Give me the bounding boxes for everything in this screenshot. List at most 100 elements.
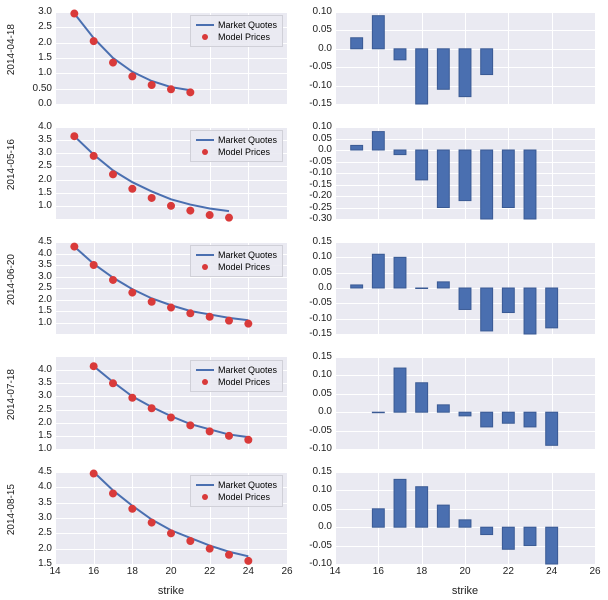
ytick-label: 0.0 — [302, 406, 332, 417]
residual-bar — [481, 412, 493, 427]
residual-bar — [481, 288, 493, 331]
legend-dot-icon — [202, 494, 208, 500]
residual-bar — [459, 520, 471, 527]
plot-area — [335, 127, 595, 219]
model-price-dot — [244, 557, 252, 565]
legend-label: Market Quotes — [218, 20, 277, 30]
xtick-label: 24 — [240, 566, 256, 577]
grid-horizontal — [335, 219, 595, 220]
legend-dot-icon — [202, 379, 208, 385]
legend-label: Model Prices — [218, 262, 270, 272]
xtick-label: 22 — [202, 566, 218, 577]
ytick-label: 2.0 — [22, 294, 52, 305]
ytick-label: 0.0 — [302, 43, 332, 54]
grid-horizontal — [55, 449, 287, 450]
grid-vertical — [287, 242, 288, 334]
residual-bar — [459, 150, 471, 201]
plot-area — [335, 472, 595, 564]
model-price-dot — [128, 72, 136, 80]
ytick-label: -0.05 — [302, 297, 332, 308]
residual-bar — [351, 145, 363, 150]
row-ylabel: 2014-06-20 — [6, 254, 17, 305]
ytick-label: 4.0 — [22, 481, 52, 492]
legend-entry: Model Prices — [196, 31, 277, 43]
legend-dot-icon — [202, 264, 208, 270]
ytick-label: 0.15 — [302, 236, 332, 247]
legend-label: Model Prices — [218, 32, 270, 42]
residual-bar — [502, 527, 514, 549]
panel-right: -0.15-0.10-0.050.00.050.10 — [335, 8, 595, 118]
grid-horizontal — [55, 564, 287, 565]
xaxis-label: strike — [55, 585, 287, 597]
legend-entry: Market Quotes — [196, 249, 277, 261]
ytick-label: 3.0 — [22, 147, 52, 158]
legend: Market Quotes Model Prices — [190, 15, 283, 47]
ytick-label: 3.5 — [22, 377, 52, 388]
legend-entry: Model Prices — [196, 491, 277, 503]
legend-line-icon — [196, 484, 214, 486]
ytick-label: -0.25 — [302, 202, 332, 213]
grid-vertical — [595, 472, 596, 564]
residual-bar — [524, 527, 536, 545]
ytick-label: 4.0 — [22, 364, 52, 375]
model-price-dot — [167, 202, 175, 210]
model-price-dot — [148, 298, 156, 306]
ytick-label: 0.0 — [302, 144, 332, 155]
legend: Market QuotesModel Prices — [190, 245, 283, 277]
ytick-label: 3.0 — [22, 390, 52, 401]
model-price-dot — [186, 537, 194, 545]
legend: Market QuotesModel Prices — [190, 360, 283, 392]
model-price-dot — [128, 505, 136, 513]
model-price-dot — [109, 276, 117, 284]
ytick-label: 1.0 — [22, 200, 52, 211]
residual-bar — [372, 132, 384, 150]
legend-label: Model Prices — [218, 377, 270, 387]
legend-dot-icon — [202, 149, 208, 155]
residual-bar — [546, 412, 558, 445]
legend-entry: Market Quotes — [196, 364, 277, 376]
residual-bar — [459, 412, 471, 416]
residual-bar — [416, 487, 428, 527]
model-price-dot — [186, 309, 194, 317]
legend-label: Model Prices — [218, 492, 270, 502]
model-price-dot — [70, 132, 78, 140]
model-price-dot — [148, 519, 156, 527]
legend-label: Market Quotes — [218, 480, 277, 490]
row-ylabel: 2014-07-18 — [6, 369, 17, 420]
ytick-label: 2.5 — [22, 282, 52, 293]
legend-line-icon — [196, 24, 214, 26]
ytick-label: -0.05 — [302, 156, 332, 167]
ytick-label: 2.0 — [22, 417, 52, 428]
ytick-label: 3.0 — [22, 6, 52, 17]
residual-bar — [416, 383, 428, 412]
model-price-dot — [128, 394, 136, 402]
residual-bar — [437, 505, 449, 527]
model-price-dot — [128, 289, 136, 297]
plot-area — [335, 12, 595, 104]
xtick-label: 24 — [544, 566, 560, 577]
ytick-label: 2.5 — [22, 160, 52, 171]
legend-dot-icon — [202, 34, 208, 40]
model-price-dot — [70, 243, 78, 251]
residual-bar — [416, 288, 428, 289]
row-ylabel: 2014-04-18 — [6, 24, 17, 75]
legend: Market Quotes Model Prices — [190, 475, 283, 507]
xtick-label: 16 — [370, 566, 386, 577]
residual-bar — [437, 282, 449, 288]
grid-vertical — [595, 357, 596, 449]
ytick-label: -0.10 — [302, 313, 332, 324]
model-price-dot — [148, 194, 156, 202]
ytick-label: 2.5 — [22, 404, 52, 415]
ytick-label: 2.5 — [22, 527, 52, 538]
residual-bar — [394, 150, 406, 155]
model-price-dot — [90, 362, 98, 370]
ytick-label: -0.10 — [302, 80, 332, 91]
panel-left: 1.01.52.02.53.03.54.0Market QuotesModel … — [55, 353, 287, 463]
model-price-dot — [90, 152, 98, 160]
ytick-label: 0.05 — [302, 267, 332, 278]
model-price-dot — [109, 379, 117, 387]
ytick-label: 4.0 — [22, 248, 52, 259]
xtick-label: 18 — [124, 566, 140, 577]
grid-vertical — [287, 127, 288, 219]
ytick-label: 1.0 — [22, 67, 52, 78]
